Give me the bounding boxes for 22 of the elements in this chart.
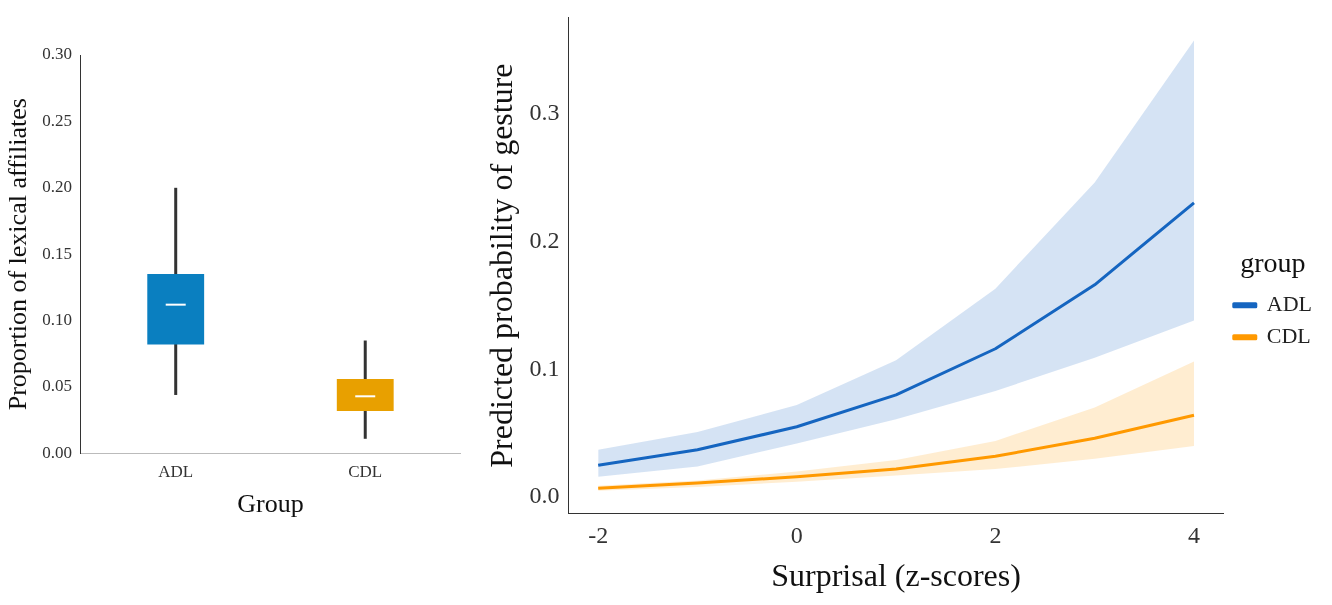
legend-label: ADL bbox=[1266, 291, 1312, 317]
y-tick-label: 0.25 bbox=[42, 110, 72, 130]
x-tick-label: -2 bbox=[588, 522, 609, 549]
y-tick-label: 0.00 bbox=[42, 442, 72, 462]
x-axis-title: Group bbox=[237, 489, 304, 519]
y-tick-label: 0.30 bbox=[42, 44, 72, 64]
y-axis-title: Proportion of lexical affiliates bbox=[3, 98, 33, 411]
y-tick-label: 0.10 bbox=[42, 310, 72, 330]
y-tick-label: 0.2 bbox=[529, 226, 560, 253]
x-axis-title: Surprisal (z-scores) bbox=[771, 557, 1021, 594]
y-tick-label: 0.0 bbox=[529, 482, 560, 509]
y-tick-label: 0.1 bbox=[529, 354, 560, 381]
x-tick-label: 4 bbox=[1188, 522, 1200, 549]
y-tick-label: 0.15 bbox=[42, 243, 72, 263]
y-axis-title: Predicted probability of gesture bbox=[482, 63, 519, 468]
x-tick-label: 2 bbox=[989, 522, 1002, 549]
legend-label: CDL bbox=[1266, 323, 1311, 349]
y-tick-label: 0.05 bbox=[42, 376, 72, 396]
y-tick-label: 0.20 bbox=[42, 177, 72, 197]
y-tick-label: 0.3 bbox=[529, 98, 560, 125]
legend-title: group bbox=[1240, 247, 1306, 279]
x-tick-label: 0 bbox=[790, 522, 803, 549]
